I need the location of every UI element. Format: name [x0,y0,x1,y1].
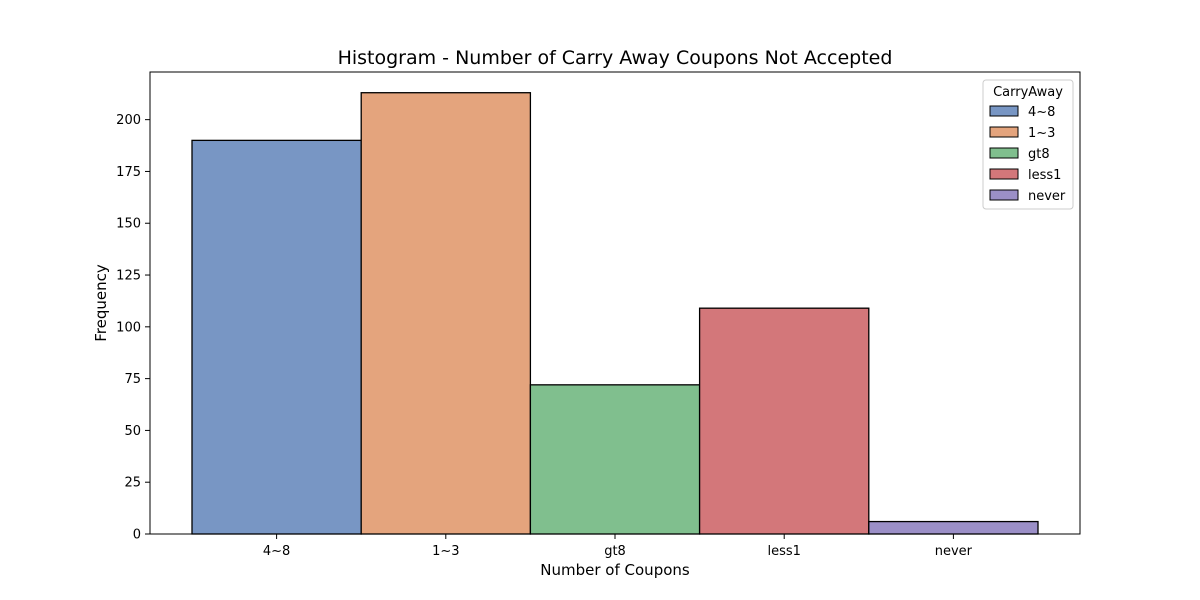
legend-label-never: never [1028,189,1066,204]
legend-title: CarryAway [993,85,1063,100]
y-tick-label: 125 [116,269,141,284]
y-axis: 0 25 50 75 100 125 150 175 200 [116,113,150,543]
legend-label-gt8: gt8 [1028,147,1050,162]
y-tick-label: 150 [116,217,141,232]
bars-group [191,92,1039,535]
legend-label-4~8: 4~8 [1028,105,1055,120]
x-tick-label: 1~3 [432,544,459,559]
y-tick-label: 25 [124,476,141,491]
x-tick-label: less1 [767,544,800,559]
y-tick-label: 50 [124,424,141,439]
x-tick-label: 4~8 [263,544,290,559]
legend: CarryAway 4~8 1~3 gt8 less1 never [982,79,1074,210]
bar-gt8 [529,384,701,535]
legend-swatch-1~3 [989,126,1019,138]
bar-never [868,520,1039,535]
y-tick-label: 200 [116,113,141,128]
x-tick-label: gt8 [604,544,626,559]
bar-less1 [698,307,870,535]
chart-title: Histogram - Number of Carry Away Coupons… [338,47,893,69]
bar-4~8 [191,139,362,535]
legend-label-less1: less1 [1028,168,1061,183]
x-tick-label: never [935,544,973,559]
y-tick-label: 175 [116,165,141,180]
x-axis-label: Number of Coupons [540,561,690,579]
y-tick-label: 100 [116,320,141,335]
legend-label-1~3: 1~3 [1028,126,1055,141]
x-axis: 4~8 1~3 gt8 less1 never [263,534,973,559]
y-axis-label: Frequency [92,264,110,342]
legend-swatch-4~8 [989,105,1019,117]
y-tick-label: 0 [133,528,141,543]
legend-swatch-gt8 [989,147,1019,159]
legend-swatch-never [989,189,1019,201]
legend-swatch-less1 [989,168,1019,180]
y-tick-label: 75 [124,372,141,387]
bar-1~3 [360,92,532,535]
